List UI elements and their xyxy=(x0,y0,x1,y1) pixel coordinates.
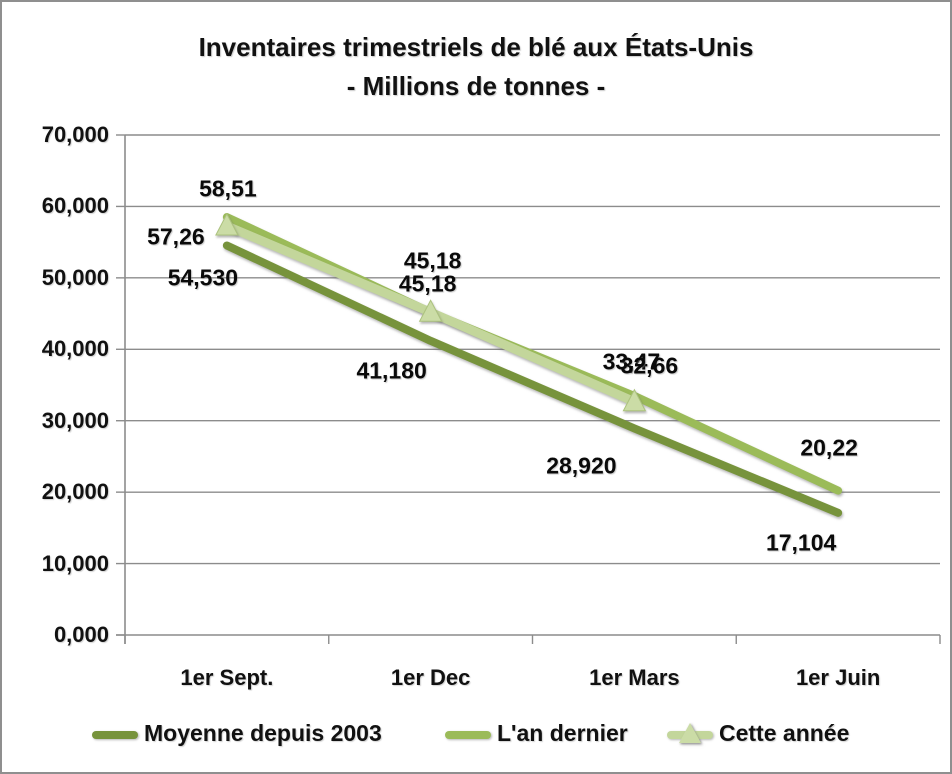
data-label: 45,18 xyxy=(403,247,462,274)
y-axis-label: 70,000 xyxy=(41,122,109,147)
triangle-marker-icon xyxy=(679,723,701,743)
x-axis-label: 1er Mars xyxy=(589,665,680,690)
triangle-marker-icon xyxy=(215,212,239,236)
triangle-marker-icon xyxy=(622,388,647,412)
data-label: 33,47 xyxy=(602,348,661,375)
chart-title-line2: - Millions de tonnes - xyxy=(346,71,606,101)
line-swatch-icon xyxy=(445,731,491,739)
legend-label: L'an dernier xyxy=(497,720,628,746)
series-line-0 xyxy=(222,241,843,517)
data-label: 58,51 xyxy=(199,175,257,202)
y-axis-label: 60,000 xyxy=(41,193,109,219)
triangle-marker-icon xyxy=(418,299,443,322)
plot-canvas xyxy=(116,134,941,644)
data-label: 57,26 xyxy=(147,223,205,250)
y-axis-label: 40,000 xyxy=(41,336,109,362)
y-axis-label: 20,000 xyxy=(41,479,109,505)
data-label: 20,22 xyxy=(800,434,858,461)
legend-label: Cette année xyxy=(719,720,850,746)
y-axis-label: 10,000 xyxy=(41,550,109,576)
data-label: 41,180 xyxy=(356,357,427,384)
y-axis-label: 0,000 xyxy=(53,622,109,647)
legend-label: Moyenne depuis 2003 xyxy=(144,720,382,746)
line-swatch-icon xyxy=(92,731,138,739)
data-label: 32,66 xyxy=(620,352,679,379)
data-label: 45,18 xyxy=(398,270,457,297)
y-axis-label: 30,000 xyxy=(41,407,109,433)
data-label: 28,920 xyxy=(546,452,617,479)
data-label: 17,104 xyxy=(765,529,837,556)
data-label: 54,530 xyxy=(167,264,239,290)
x-axis-label: 1er Dec xyxy=(390,665,471,690)
y-axis-label: 50,000 xyxy=(41,264,109,290)
chart-title-line1: Inventaires trimestriels de blé aux État… xyxy=(198,32,754,62)
x-axis-label: 1er Juin xyxy=(795,665,881,690)
legend: Moyenne depuis 2003 L'an dernier Cette a… xyxy=(2,716,950,756)
chart-title: Inventaires trimestriels de blé aux État… xyxy=(2,28,950,106)
line-swatch-icon xyxy=(667,723,713,743)
x-axis-label: 1er Sept. xyxy=(180,665,274,690)
